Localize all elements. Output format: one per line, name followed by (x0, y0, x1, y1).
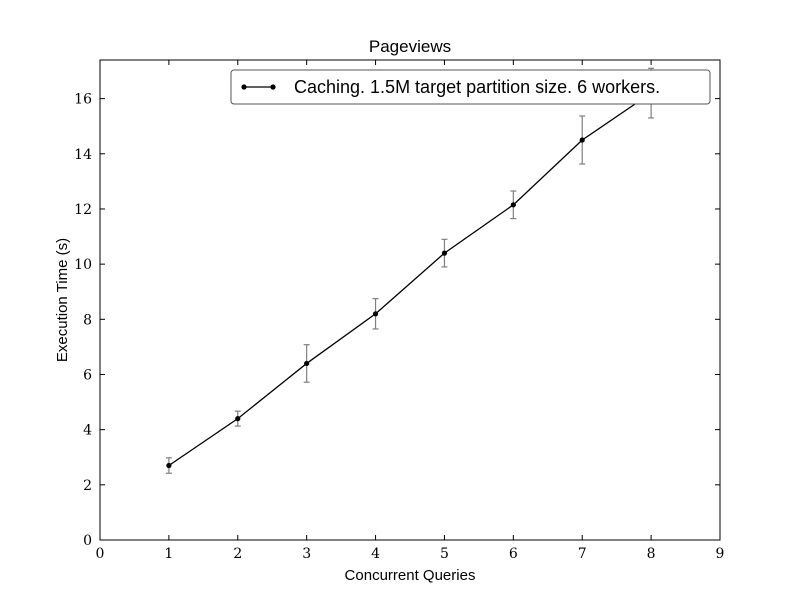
y-tick-label: 8 (83, 312, 92, 328)
error-bars (165, 67, 655, 474)
data-point (235, 416, 241, 422)
x-axis-ticks: 0 1 2 3 4 5 6 7 8 9 (96, 60, 725, 562)
x-tick-label: 9 (716, 546, 725, 562)
legend-box (230, 69, 711, 105)
y-axis-label: Execution Time (s) (54, 238, 71, 362)
chart-title: Pageviews (369, 37, 451, 56)
x-tick-label: 8 (647, 546, 656, 562)
x-tick-label: 3 (302, 546, 311, 562)
y-tick-label: 14 (74, 147, 92, 163)
data-point (166, 462, 172, 469)
y-tick-label: 10 (74, 257, 92, 273)
legend-marker-sample (241, 84, 247, 90)
data-point (510, 202, 516, 208)
x-tick-label: 1 (164, 546, 173, 562)
y-tick-label: 6 (83, 367, 92, 383)
data-point (579, 137, 585, 143)
x-tick-label: 6 (509, 546, 518, 562)
legend: Caching. 1.5M target partition size. 6 w… (230, 69, 711, 105)
x-tick-label: 0 (96, 546, 105, 562)
y-tick-label: 12 (74, 202, 92, 218)
y-tick-label: 4 (83, 423, 92, 439)
x-tick-label: 2 (233, 546, 242, 562)
data-point (372, 311, 379, 317)
plot-area-frame (99, 59, 721, 541)
y-tick-label: 16 (74, 92, 92, 108)
data-point (304, 360, 310, 367)
legend-entry-label: Caching. 1.5M target partition size. 6 w… (294, 77, 660, 97)
y-tick-label: 2 (83, 478, 92, 494)
x-axis-label: Concurrent Queries (345, 567, 476, 584)
x-tick-label: 4 (371, 546, 380, 562)
data-point (441, 250, 448, 256)
series-group (166, 90, 654, 469)
y-axis-ticks: 0 2 4 6 8 10 12 14 16 (74, 92, 720, 549)
legend-marker-sample (270, 84, 276, 90)
x-tick-label: 5 (440, 546, 449, 562)
series-line (168, 92, 652, 467)
x-tick-label: 7 (578, 546, 587, 562)
y-tick-label: 0 (83, 533, 92, 549)
